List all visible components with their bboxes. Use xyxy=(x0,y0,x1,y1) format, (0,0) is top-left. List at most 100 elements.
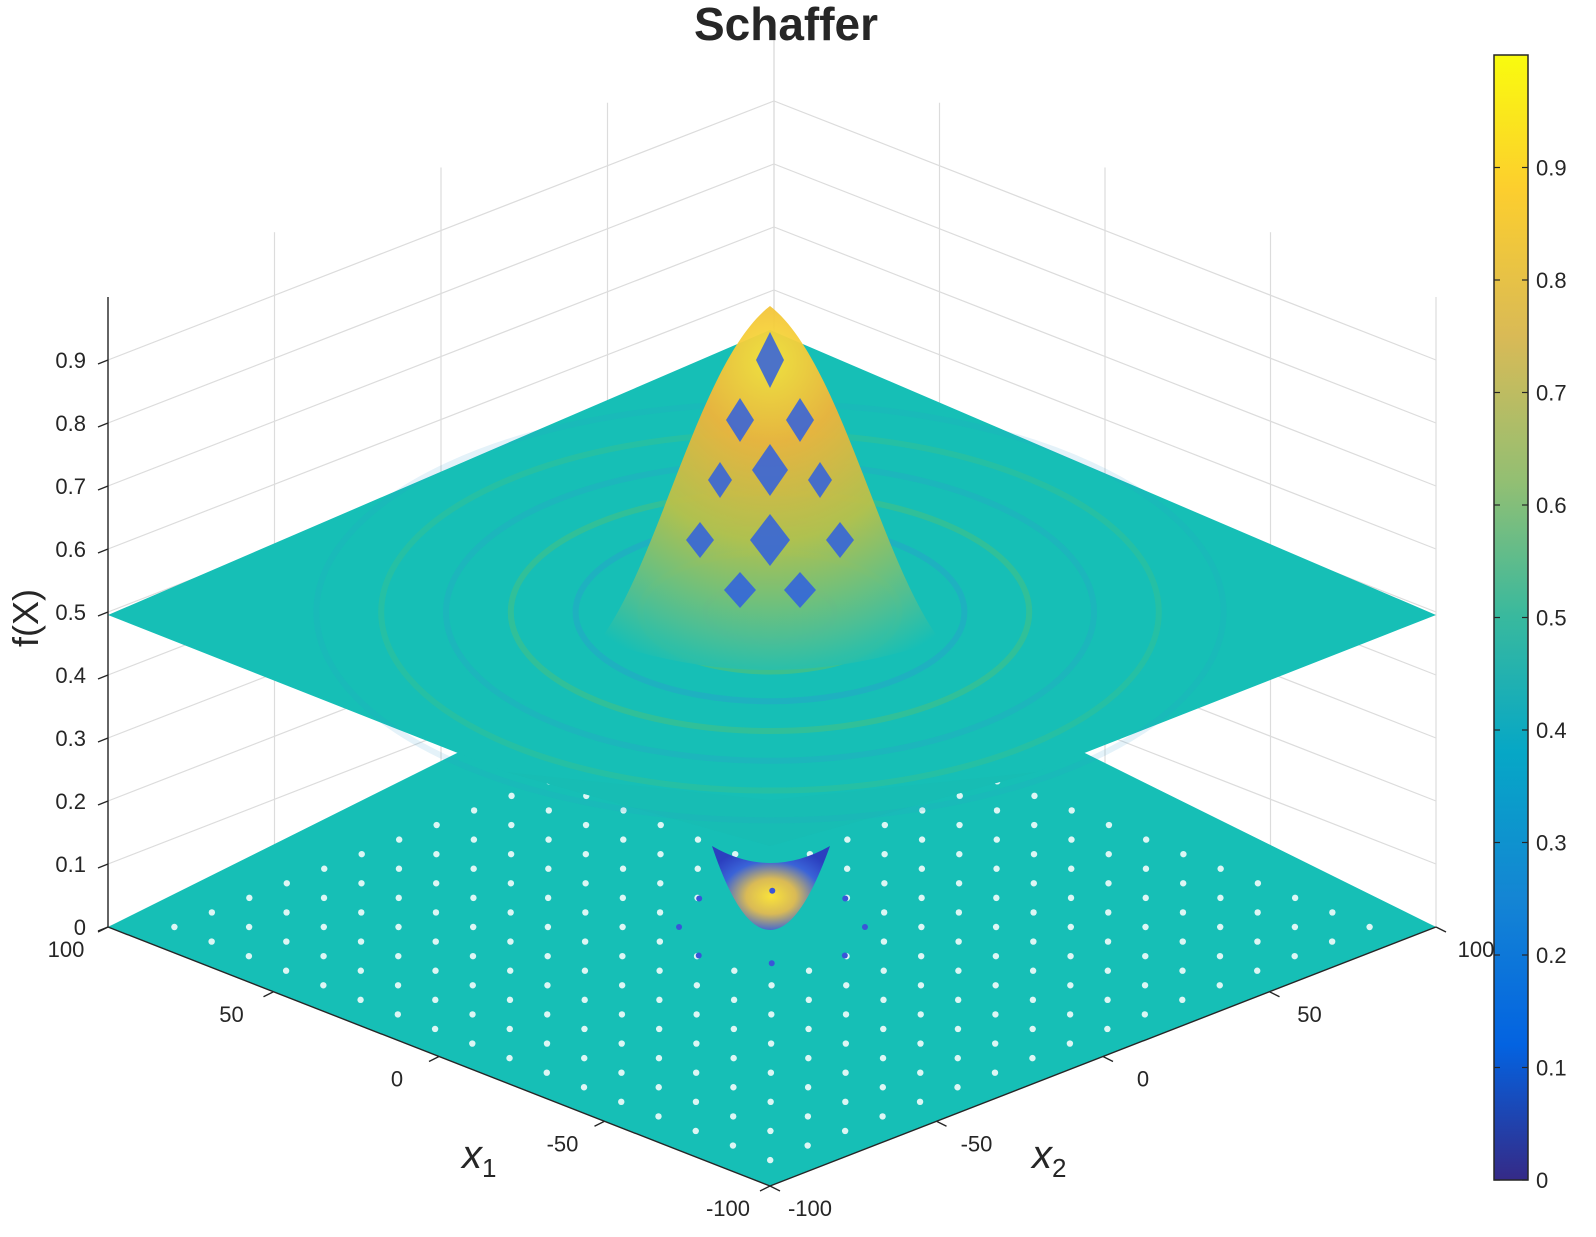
surface-peak-cell xyxy=(784,572,816,608)
contour-marker xyxy=(1179,996,1186,1004)
contour-marker xyxy=(805,1054,812,1062)
contour-marker xyxy=(1254,938,1261,945)
contour-marker xyxy=(394,982,402,989)
z-tick-label: 0.8 xyxy=(55,411,86,436)
contour-marker xyxy=(431,1025,439,1033)
contour-marker xyxy=(395,865,403,872)
contour-marker xyxy=(841,1127,849,1135)
contour-marker xyxy=(320,923,327,931)
contour-marker xyxy=(1067,923,1075,931)
colorbar-tick-label: 0.7 xyxy=(1536,381,1567,406)
contour-marker xyxy=(767,1098,774,1106)
z-tick-label: 0.6 xyxy=(55,537,86,562)
contour-marker xyxy=(1029,996,1037,1004)
contour-marker xyxy=(321,865,328,872)
x1-axis-label: x1 xyxy=(462,1133,497,1183)
contour-marker xyxy=(1029,1025,1036,1033)
surface-peak-cell xyxy=(708,462,732,498)
contour-marker xyxy=(804,1113,812,1120)
contour-floor-center-markers xyxy=(676,887,868,967)
contour-marker xyxy=(919,807,926,814)
x2-tick-mark xyxy=(1435,926,1447,933)
contour-marker xyxy=(918,865,926,872)
contour-marker xyxy=(880,938,888,945)
contour-marker xyxy=(395,894,402,902)
contour-marker xyxy=(245,952,253,960)
contour-marker xyxy=(1067,894,1075,902)
contour-marker xyxy=(619,865,627,872)
contour-marker xyxy=(618,982,626,989)
contour-marker xyxy=(955,880,963,887)
contour-marker xyxy=(917,1040,924,1047)
contour-marker xyxy=(1179,938,1186,945)
contour-floor-center-bowl xyxy=(712,846,830,930)
contour-marker xyxy=(730,1054,737,1062)
contour-marker xyxy=(469,1040,476,1047)
contour-marker xyxy=(507,880,515,887)
contour-marker xyxy=(844,836,851,843)
contour-marker xyxy=(731,967,738,974)
contour-marker xyxy=(395,836,403,843)
x1-tick-label: -50 xyxy=(547,1131,579,1156)
contour-marker xyxy=(693,1011,700,1018)
contour-marker xyxy=(1029,967,1037,974)
x1-tick-label: -100 xyxy=(706,1196,750,1221)
contour-marker xyxy=(993,807,1001,814)
surface-plane-lower-edge xyxy=(506,772,1036,846)
contour-marker xyxy=(619,952,626,960)
contour-marker xyxy=(171,923,178,931)
contour-marker xyxy=(656,909,664,916)
x2-tick-label: 50 xyxy=(1297,1002,1321,1027)
contour-marker xyxy=(655,1113,662,1120)
contour-marker xyxy=(1068,807,1075,814)
contour-marker xyxy=(693,982,701,989)
contour-marker xyxy=(394,1011,402,1018)
contour-marker xyxy=(1104,938,1112,945)
contour-marker xyxy=(208,938,215,945)
contour-marker xyxy=(1066,1011,1074,1018)
z-tick-mark xyxy=(97,674,109,680)
surface-peak-cell xyxy=(786,398,814,442)
contour-marker xyxy=(1104,996,1111,1004)
contour-marker xyxy=(992,1011,999,1018)
contour-marker xyxy=(470,836,478,843)
contour-marker xyxy=(880,1025,887,1033)
contour-marker xyxy=(469,982,476,989)
contour-marker xyxy=(918,894,925,902)
contour-marker xyxy=(582,880,589,887)
contour-marker xyxy=(805,1025,812,1033)
contour-marker xyxy=(881,880,888,887)
contour-marker xyxy=(470,807,478,814)
contour-marker xyxy=(544,923,552,931)
contour-marker xyxy=(767,1127,774,1135)
contour-center-marker xyxy=(695,952,702,959)
contour-marker xyxy=(1217,923,1224,931)
contour-marker xyxy=(470,894,477,902)
contour-center-marker xyxy=(842,895,849,902)
contour-marker xyxy=(1142,865,1150,872)
contour-marker xyxy=(693,1040,700,1047)
contour-marker xyxy=(880,909,888,916)
contour-marker xyxy=(1291,894,1299,902)
contour-marker xyxy=(1030,880,1037,887)
contour-marker xyxy=(358,880,365,887)
contour-marker xyxy=(916,1098,924,1106)
colorbar-tick-label: 0.2 xyxy=(1536,943,1567,968)
contour-marker xyxy=(395,952,402,960)
contour-marker xyxy=(320,982,327,989)
contour-marker xyxy=(692,1127,699,1135)
contour-marker xyxy=(432,909,440,916)
contour-marker xyxy=(618,1069,625,1076)
contour-marker xyxy=(1328,938,1336,945)
contour-marker xyxy=(582,821,590,829)
contour-marker xyxy=(956,850,963,858)
z-tick-mark xyxy=(97,485,109,491)
colorbar-tick-label: 0.1 xyxy=(1536,1056,1567,1081)
contour-marker xyxy=(1142,836,1150,843)
contour-marker xyxy=(1105,909,1112,916)
contour-marker xyxy=(694,836,702,843)
contour-marker xyxy=(1105,850,1112,858)
contour-marker xyxy=(1291,952,1298,960)
contour-marker xyxy=(1141,982,1149,989)
